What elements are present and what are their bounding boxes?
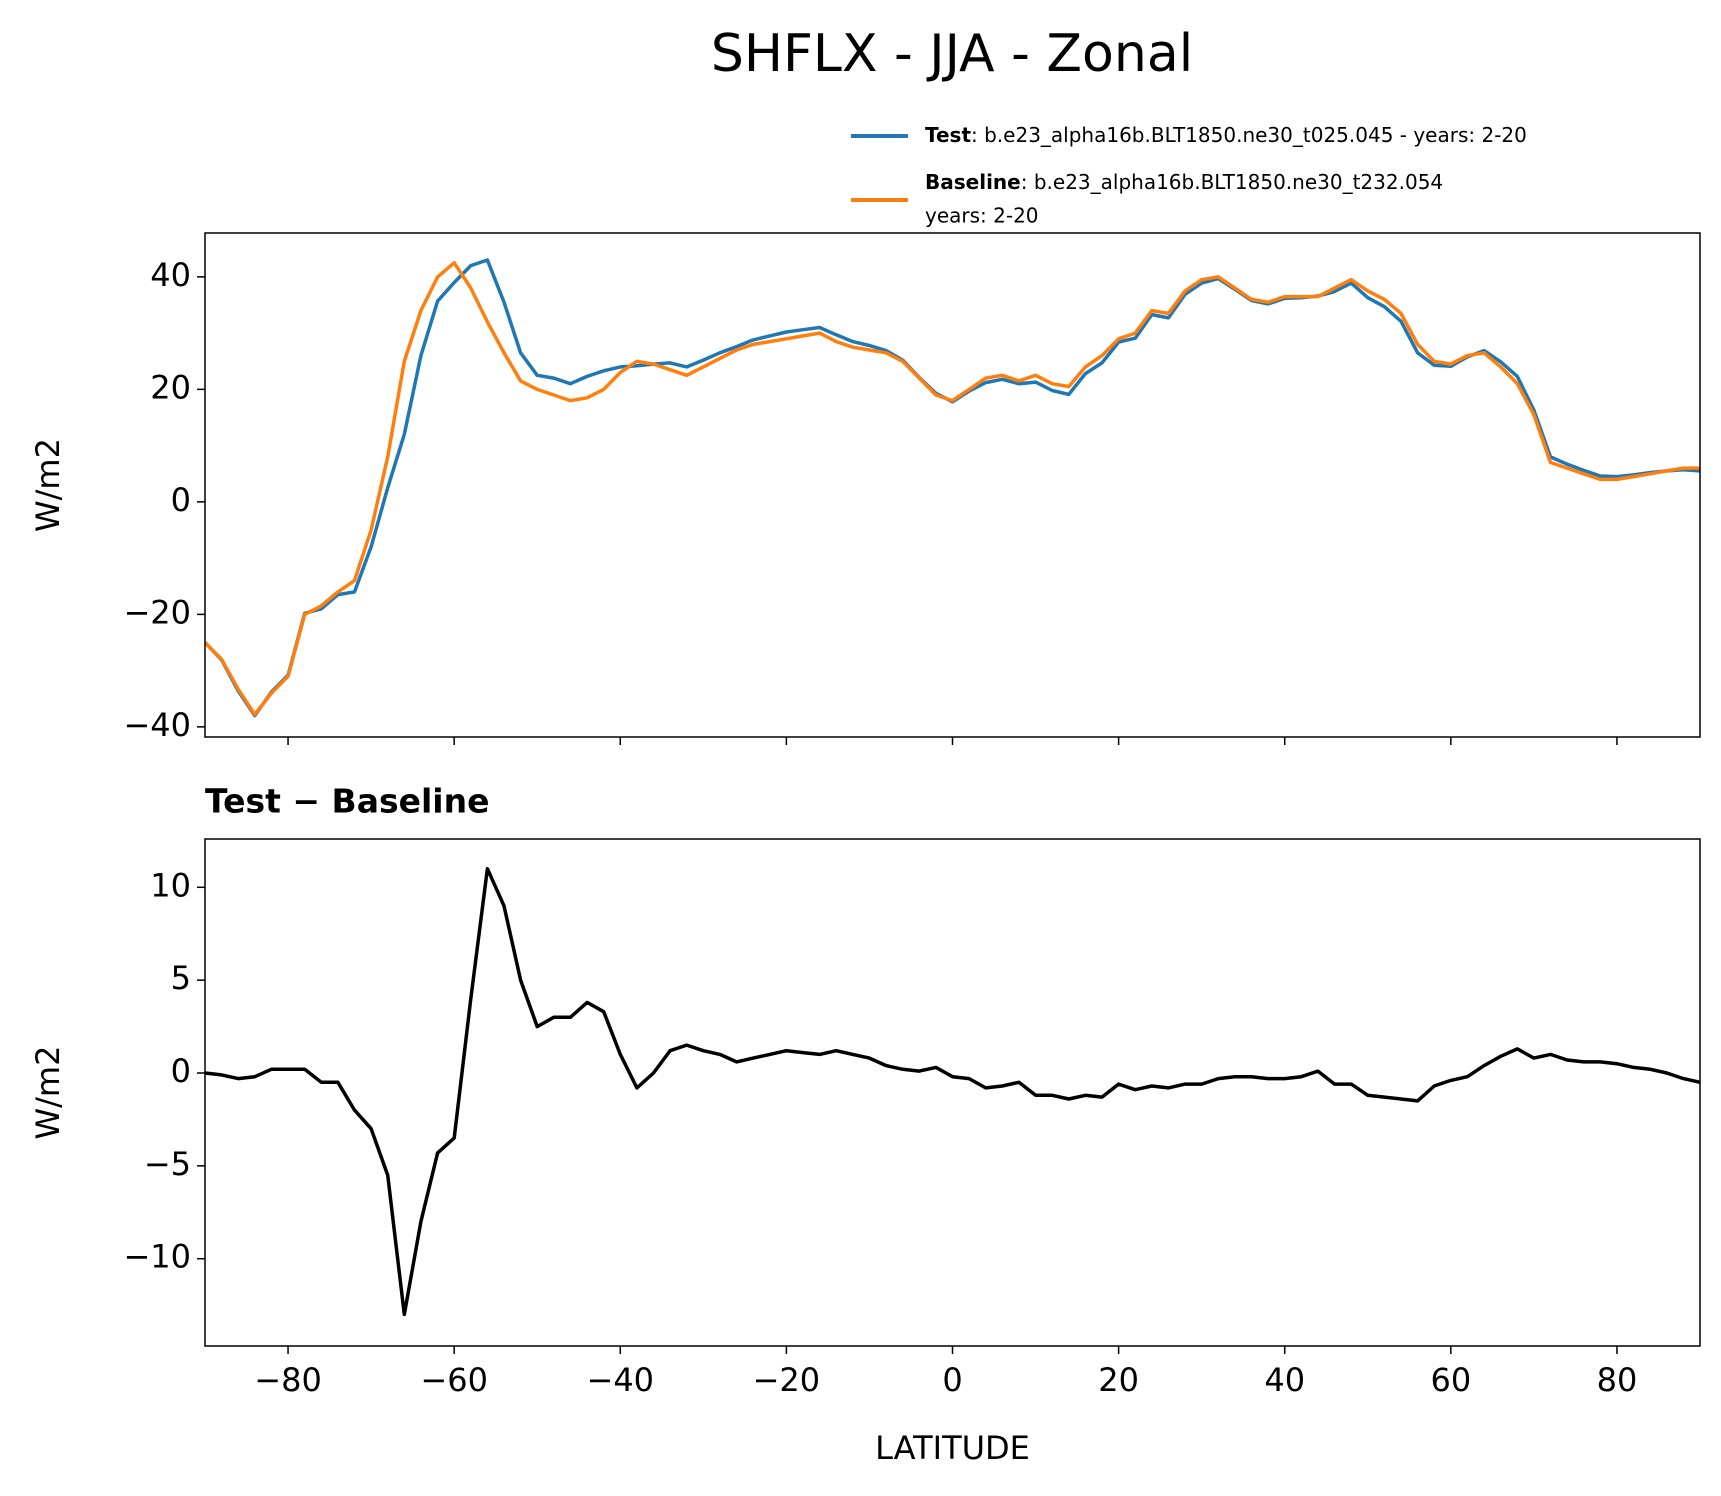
axes-frame xyxy=(204,838,1701,1347)
data-line xyxy=(205,261,1700,717)
y-tick-label: −5 xyxy=(144,1145,191,1183)
legend-text: : b.e23_alpha16b.BLT1850.ne30_t232.054 xyxy=(1021,170,1443,194)
x-tick-label: 20 xyxy=(1098,1361,1139,1399)
y-tick-label: 0 xyxy=(171,1052,191,1090)
y-tick-label: 0 xyxy=(171,481,191,519)
x-tick-label: 80 xyxy=(1597,1361,1638,1399)
subplot-title: Test − Baseline xyxy=(205,782,490,821)
legend-label: Test: b.e23_alpha16b.BLT1850.ne30_t025.0… xyxy=(925,123,1527,147)
legend-label: Baseline: b.e23_alpha16b.BLT1850.ne30_t2… xyxy=(925,170,1443,194)
y-tick-label: 5 xyxy=(171,959,191,997)
y-tick-label: 40 xyxy=(150,256,191,294)
y-axis-label: W/m2 xyxy=(29,1046,67,1140)
x-tick-label: −40 xyxy=(587,1361,655,1399)
legend-text: : b.e23_alpha16b.BLT1850.ne30_t025.045 -… xyxy=(971,123,1527,147)
figure-title: SHFLX - JJA - Zonal xyxy=(711,24,1193,84)
legend-name: Baseline xyxy=(925,170,1021,194)
x-tick-label: 0 xyxy=(942,1361,962,1399)
y-tick-label: −10 xyxy=(123,1238,191,1276)
x-tick-label: −60 xyxy=(420,1361,488,1399)
legend-name: Test xyxy=(925,123,971,147)
legend-text: years: 2-20 xyxy=(925,204,1039,228)
y-tick-label: −20 xyxy=(123,593,191,631)
y-tick-label: 10 xyxy=(150,866,191,904)
x-tick-label: −80 xyxy=(254,1361,322,1399)
y-tick-label: 20 xyxy=(150,368,191,406)
axes-frame xyxy=(204,232,1701,738)
x-tick-label: −20 xyxy=(753,1361,821,1399)
y-axis-label: W/m2 xyxy=(29,438,67,532)
x-axis-label: LATITUDE xyxy=(875,1429,1030,1467)
x-tick-label: 40 xyxy=(1264,1361,1305,1399)
x-tick-label: 60 xyxy=(1430,1361,1471,1399)
data-line xyxy=(205,866,1700,1317)
y-tick-label: −40 xyxy=(123,706,191,744)
